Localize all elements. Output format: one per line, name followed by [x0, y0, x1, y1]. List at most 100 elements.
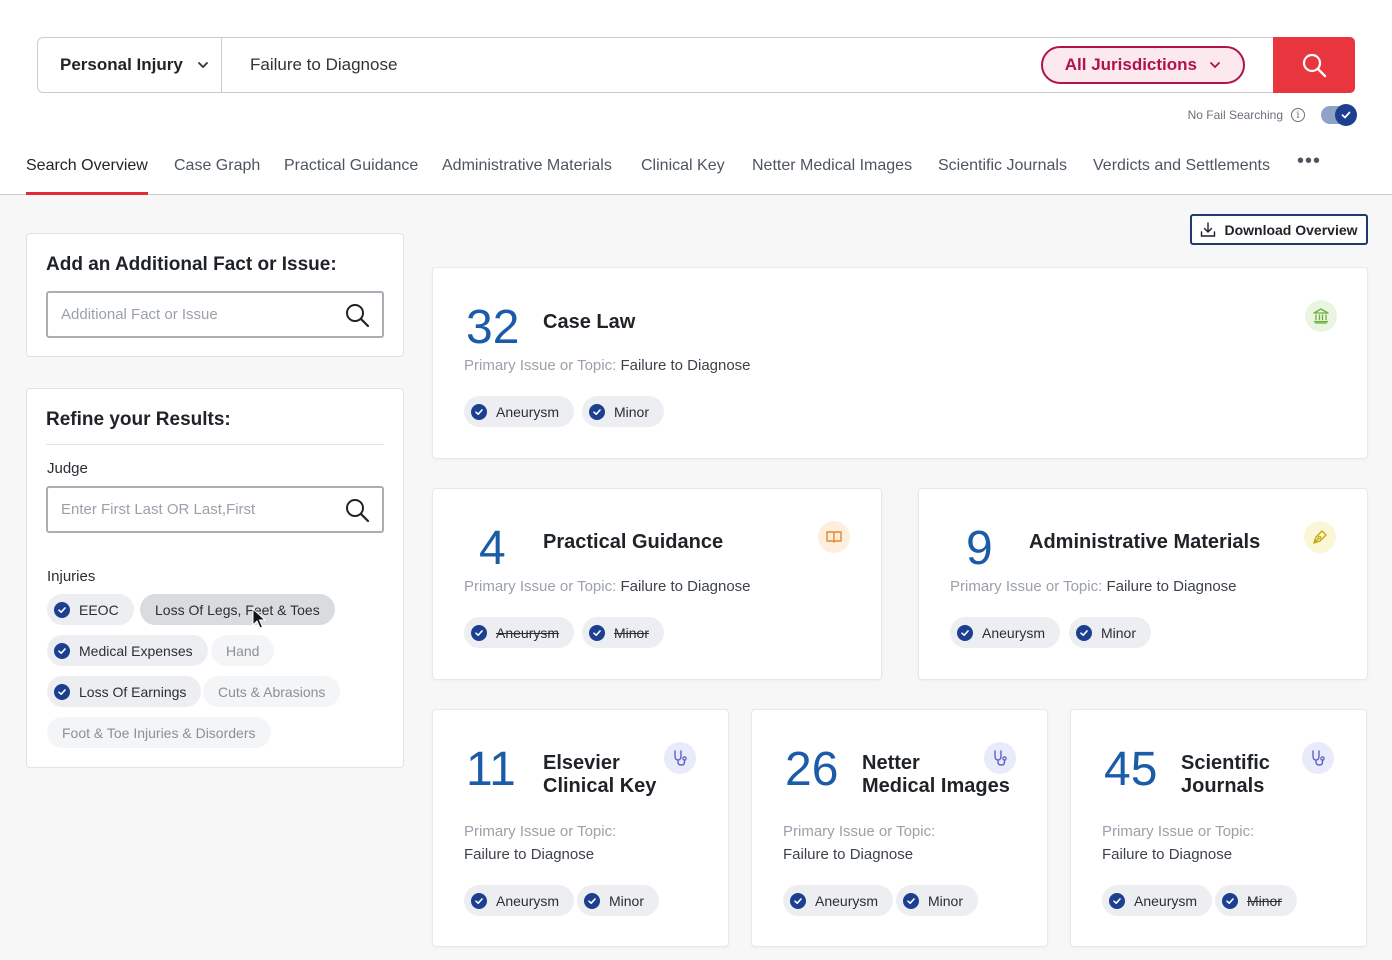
- result-title-line2: Clinical Key: [543, 775, 657, 797]
- primary-issue-value: Failure to Diagnose: [464, 846, 595, 863]
- primary-issue-label: Primary Issue or Topic:: [1102, 823, 1255, 840]
- courthouse-icon: [1305, 300, 1337, 332]
- chevron-down-icon: [1210, 62, 1220, 69]
- topic-chip-aneurysm[interactable]: Aneurysm: [950, 617, 1061, 648]
- no-fail-toggle[interactable]: [1321, 104, 1357, 126]
- topic-chip-label: Minor: [928, 892, 964, 909]
- more-tabs-icon[interactable]: •••: [1297, 150, 1322, 172]
- primary-issue-label: Primary Issue or Topic:: [464, 357, 617, 374]
- injury-chip-loss-of-legs[interactable]: Loss Of Legs, Feet & Toes: [140, 594, 335, 625]
- injury-chip-foot-toe[interactable]: Foot & Toe Injuries & Disorders: [47, 717, 271, 748]
- primary-issue: Primary Issue or Topic: Failure to Diagno…: [464, 820, 616, 866]
- check-icon: [1076, 624, 1092, 641]
- tab-clinical-key[interactable]: Clinical Key: [641, 157, 725, 174]
- tab-search-overview[interactable]: Search Overview: [26, 157, 148, 195]
- check-icon: [584, 892, 600, 909]
- tab-scientific-journals[interactable]: Scientific Journals: [938, 157, 1067, 174]
- primary-issue: Primary Issue or Topic: Failure to Diagn…: [950, 575, 1237, 598]
- refine-title: Refine your Results:: [46, 409, 231, 430]
- download-overview-button[interactable]: Download Overview: [1190, 214, 1368, 245]
- result-title-line2: Medical Images: [862, 775, 1010, 797]
- topic-chip-aneurysm[interactable]: Aneurysm: [464, 396, 575, 427]
- search-icon[interactable]: [344, 497, 370, 523]
- topic-chip-aneurysm[interactable]: Aneurysm: [783, 885, 894, 916]
- search-button[interactable]: [1273, 37, 1355, 93]
- download-label: Download Overview: [1224, 221, 1358, 238]
- search-icon[interactable]: [344, 302, 370, 328]
- topic-chip-label: Aneurysm: [496, 892, 560, 909]
- result-card-practical-guidance[interactable]: 4 Practical Guidance Primary Issue or To…: [432, 488, 882, 680]
- result-title: Administrative Materials: [1029, 531, 1261, 553]
- injury-chip-label: EEOC: [79, 601, 119, 618]
- topic-chip-minor[interactable]: Minor: [1215, 885, 1298, 916]
- check-icon: [54, 683, 70, 700]
- topic-chip-aneurysm[interactable]: Aneurysm: [464, 885, 575, 916]
- stethoscope-icon: [664, 742, 696, 774]
- primary-issue-value: Failure to Diagnose: [1106, 578, 1237, 595]
- check-icon: [903, 892, 919, 909]
- injury-chip-medical-expenses[interactable]: Medical Expenses: [47, 635, 208, 666]
- result-count: 9: [966, 522, 993, 575]
- topic-chip-minor[interactable]: Minor: [582, 396, 665, 427]
- injury-chip-hand[interactable]: Hand: [211, 635, 275, 666]
- topic-chip-minor[interactable]: Minor: [1069, 617, 1152, 648]
- result-count: 26: [785, 743, 839, 796]
- topic-chip-label: Aneurysm: [1134, 892, 1198, 909]
- primary-issue-value: Failure to Diagnose: [1102, 846, 1233, 863]
- tab-practical-guidance[interactable]: Practical Guidance: [284, 157, 419, 174]
- search-input[interactable]: Failure to Diagnose: [222, 38, 1041, 92]
- stethoscope-icon: [984, 742, 1016, 774]
- mouse-pointer-icon: [252, 608, 266, 629]
- result-card-netter-medical-images[interactable]: 26 Netter Medical Images Primary Issue or…: [751, 709, 1048, 947]
- check-icon: [589, 624, 605, 641]
- topic-chip-label: Aneurysm: [815, 892, 879, 909]
- jurisdiction-dropdown[interactable]: All Jurisdictions: [1040, 46, 1245, 84]
- tab-verdicts-and-settlements[interactable]: Verdicts and Settlements: [1093, 157, 1270, 174]
- additional-fact-input[interactable]: Additional Fact or Issue: [46, 291, 384, 338]
- no-fail-searching: No Fail Searching i: [1188, 104, 1357, 126]
- result-count: 11: [466, 743, 516, 796]
- check-icon: [589, 403, 605, 420]
- book-icon: [818, 521, 850, 553]
- info-icon[interactable]: i: [1291, 108, 1305, 122]
- topic-chip-aneurysm[interactable]: Aneurysm: [464, 617, 575, 648]
- add-fact-title: Add an Additional Fact or Issue:: [46, 254, 337, 275]
- practice-area-dropdown[interactable]: Personal Injury: [38, 38, 222, 92]
- chevron-down-icon: [197, 62, 208, 69]
- tab-administrative-materials[interactable]: Administrative Materials: [442, 157, 612, 174]
- topic-chip-minor[interactable]: Minor: [896, 885, 979, 916]
- topic-chip-label: Minor: [1247, 892, 1283, 909]
- check-icon: [471, 892, 487, 909]
- topic-chip-minor[interactable]: Minor: [582, 617, 665, 648]
- result-title-line2: Journals: [1181, 775, 1265, 797]
- judge-label: Judge: [47, 460, 88, 477]
- result-title: Elsevier Clinical Key: [543, 752, 656, 798]
- injury-chip-loss-of-earnings[interactable]: Loss Of Earnings: [47, 676, 202, 707]
- additional-fact-placeholder: Additional Fact or Issue: [61, 306, 218, 323]
- result-card-administrative-materials[interactable]: 9 Administrative Materials Primary Issue…: [918, 488, 1368, 680]
- primary-issue-value: Failure to Diagnose: [783, 846, 914, 863]
- result-count: 32: [466, 301, 520, 354]
- tab-case-graph[interactable]: Case Graph: [174, 157, 261, 174]
- check-icon: [1109, 892, 1125, 909]
- jurisdiction-label: All Jurisdictions: [1064, 55, 1197, 74]
- injury-chip-cuts-abrasions[interactable]: Cuts & Abrasions: [203, 676, 341, 707]
- tab-netter-medical-images[interactable]: Netter Medical Images: [752, 157, 913, 174]
- topic-chip-minor[interactable]: Minor: [577, 885, 660, 916]
- refine-panel: Refine your Results: Judge Enter First L…: [26, 388, 404, 768]
- judge-input[interactable]: Enter First Last OR Last,First: [46, 486, 384, 533]
- result-card-case-law[interactable]: 32 Case Law Primary Issue or Topic: Fail…: [432, 267, 1368, 459]
- primary-issue-label: Primary Issue or Topic:: [464, 823, 617, 840]
- topic-chip-aneurysm[interactable]: Aneurysm: [1102, 885, 1213, 916]
- injury-chip-label: Cuts & Abrasions: [218, 683, 326, 700]
- result-title: Scientific Journals: [1181, 752, 1270, 798]
- main-content: Add an Additional Fact or Issue: Additio…: [0, 195, 1392, 960]
- result-title: Netter Medical Images: [862, 752, 1010, 798]
- result-card-clinical-key[interactable]: 11 Elsevier Clinical Key Primary Issue or…: [432, 709, 729, 947]
- injury-chip-eeoc[interactable]: EEOC: [47, 594, 134, 625]
- topic-chip-label: Minor: [614, 624, 650, 641]
- judge-placeholder: Enter First Last OR Last,First: [61, 501, 256, 518]
- result-card-scientific-journals[interactable]: 45 Scientific Journals Primary Issue or T…: [1070, 709, 1367, 947]
- check-icon: [54, 601, 70, 618]
- tab-bar: Search Overview Case Graph Practical Gui…: [0, 140, 1392, 195]
